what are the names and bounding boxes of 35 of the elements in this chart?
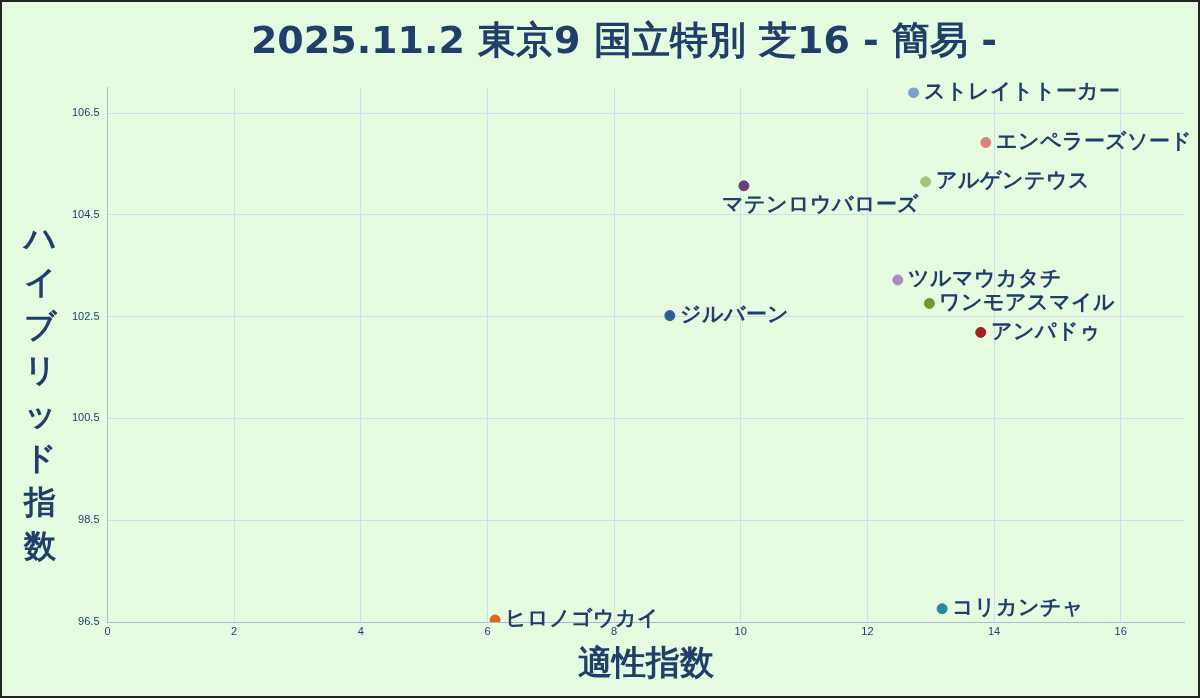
- x-tick-label: 14: [987, 624, 1001, 637]
- point: [980, 137, 992, 149]
- point: [936, 603, 948, 615]
- x-tick-label: 2: [231, 624, 238, 637]
- series-label: アルゲンテウス: [935, 168, 1090, 193]
- y-tick-label: 96.5: [78, 615, 100, 628]
- chart-title: 2025.11.2 東京9 国立特別 芝16 - 簡易 -: [250, 17, 998, 62]
- y-tick-label: 98.5: [78, 513, 100, 526]
- point: [664, 310, 676, 322]
- point: [923, 297, 935, 309]
- series-label: ワンモアスマイル: [939, 289, 1116, 314]
- series-label: マテンロウバローズ: [721, 192, 919, 217]
- y-axis-title: ハイブリッド指数: [22, 218, 58, 567]
- point: [892, 274, 904, 286]
- x-tick-label: 12: [861, 624, 874, 637]
- point: [975, 326, 987, 338]
- point: [738, 180, 750, 192]
- x-axis-title: 適性指数: [577, 642, 715, 683]
- series-label: コリカンチャ: [952, 595, 1085, 620]
- y-tick-label: 106.5: [72, 106, 100, 119]
- point: [908, 87, 920, 99]
- x-tick-label: 6: [484, 624, 491, 637]
- point: [920, 176, 932, 188]
- series-label: ストレイトトーカー: [923, 79, 1120, 104]
- x-tick-label: 16: [1114, 624, 1127, 637]
- y-tick-label: 100.5: [72, 411, 100, 424]
- series-label: ジルバーン: [679, 302, 789, 327]
- series-label: ツルマウカタチ: [907, 266, 1062, 291]
- series-label: アンパドゥ: [990, 318, 1101, 343]
- y-tick-label: 102.5: [72, 309, 100, 322]
- x-tick-label: 10: [734, 624, 747, 637]
- x-tick-label: 0: [104, 624, 111, 637]
- x-tick-label: 4: [357, 624, 364, 637]
- y-tick-label: 104.5: [72, 207, 100, 220]
- series-label: エンペラーズソード: [995, 129, 1192, 154]
